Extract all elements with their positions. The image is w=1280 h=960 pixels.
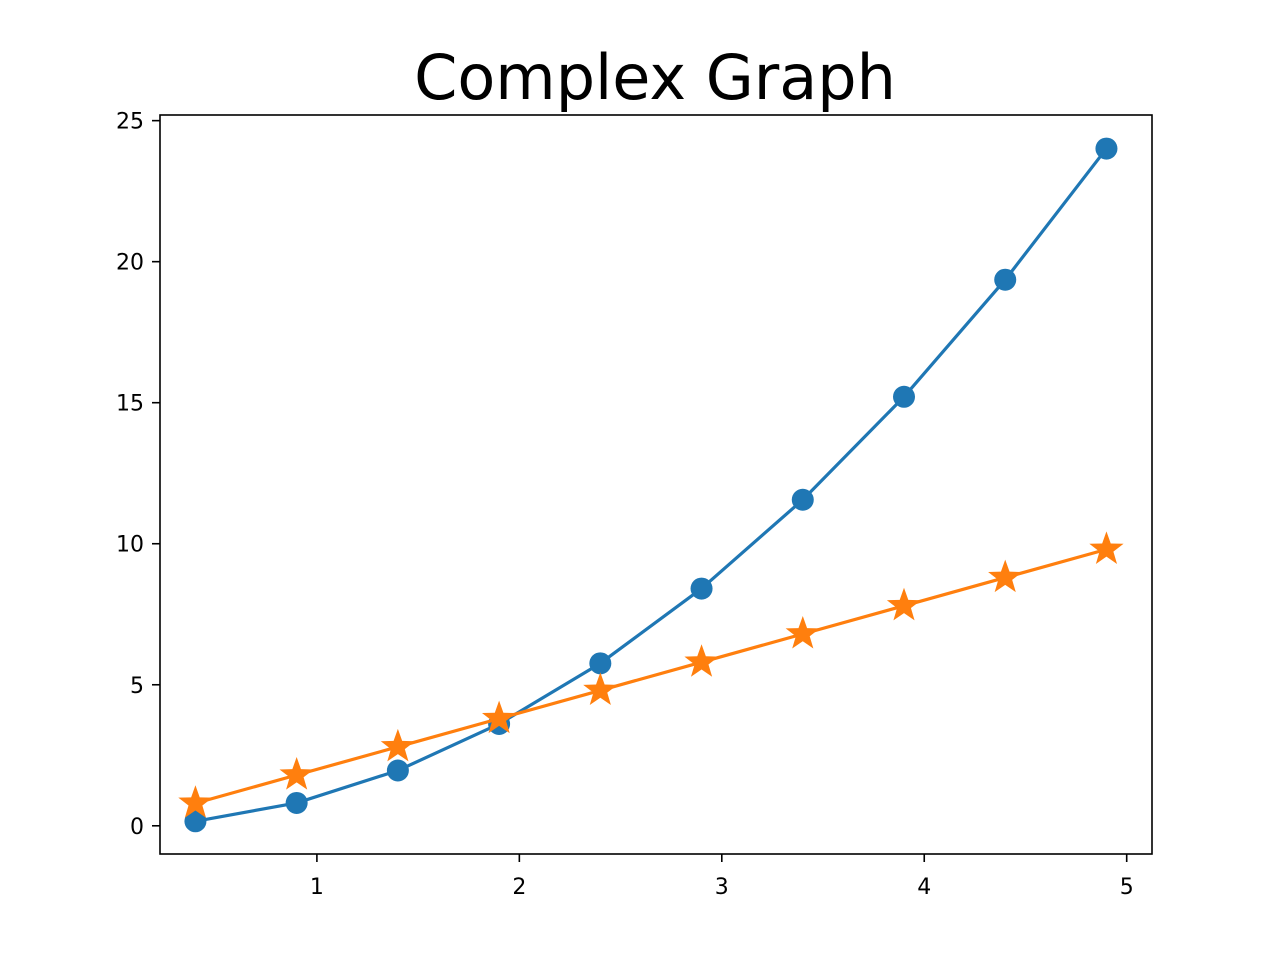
series-2-star-marker bbox=[988, 559, 1023, 593]
x-tick-label: 4 bbox=[917, 875, 931, 900]
axes-frame bbox=[159, 114, 1153, 855]
series-2 bbox=[178, 531, 1124, 818]
y-tick-label: 5 bbox=[130, 674, 144, 699]
series-1-circle-marker bbox=[690, 577, 713, 600]
y-tick-label: 10 bbox=[116, 533, 144, 558]
series-2-star-marker bbox=[684, 644, 719, 677]
series-2-star-marker bbox=[1089, 531, 1124, 564]
x-tick-label: 2 bbox=[512, 875, 526, 900]
series-1-circle-marker bbox=[184, 810, 207, 833]
y-tick-label: 0 bbox=[130, 815, 144, 840]
y-tick-label: 25 bbox=[116, 110, 144, 135]
y-axis: 0 5 10 15 20 25 bbox=[116, 110, 160, 840]
series-1-line bbox=[195, 147, 1108, 823]
series-1-circle-marker bbox=[791, 488, 814, 511]
series-2-star-marker bbox=[380, 728, 415, 762]
x-tick-label: 1 bbox=[310, 875, 324, 900]
plot-area bbox=[178, 137, 1124, 833]
y-tick-label: 15 bbox=[116, 392, 144, 417]
x-tick-label: 5 bbox=[1120, 875, 1134, 900]
x-tick-label: 3 bbox=[715, 875, 729, 900]
series-1-circle-marker bbox=[893, 385, 915, 408]
series-1-circle-marker bbox=[1095, 137, 1118, 160]
series-2-star-marker bbox=[886, 587, 922, 621]
series-2-star-marker bbox=[583, 672, 618, 705]
series-2-line bbox=[195, 547, 1107, 805]
series-2-star-marker bbox=[178, 785, 213, 818]
series-2-star-marker bbox=[481, 700, 517, 734]
x-axis: 1 2 3 4 5 bbox=[310, 854, 1134, 900]
series-2-star-marker bbox=[785, 615, 820, 649]
series-1-circle-marker bbox=[589, 652, 612, 675]
series-1-circle-marker bbox=[386, 759, 409, 782]
y-tick-label: 20 bbox=[116, 251, 144, 276]
series-1 bbox=[184, 137, 1118, 833]
series-1-circle-marker bbox=[994, 268, 1017, 291]
chart-title: Complex Graph bbox=[414, 41, 896, 114]
series-1-circle-marker bbox=[285, 791, 308, 814]
series-2-star-marker bbox=[279, 757, 314, 790]
